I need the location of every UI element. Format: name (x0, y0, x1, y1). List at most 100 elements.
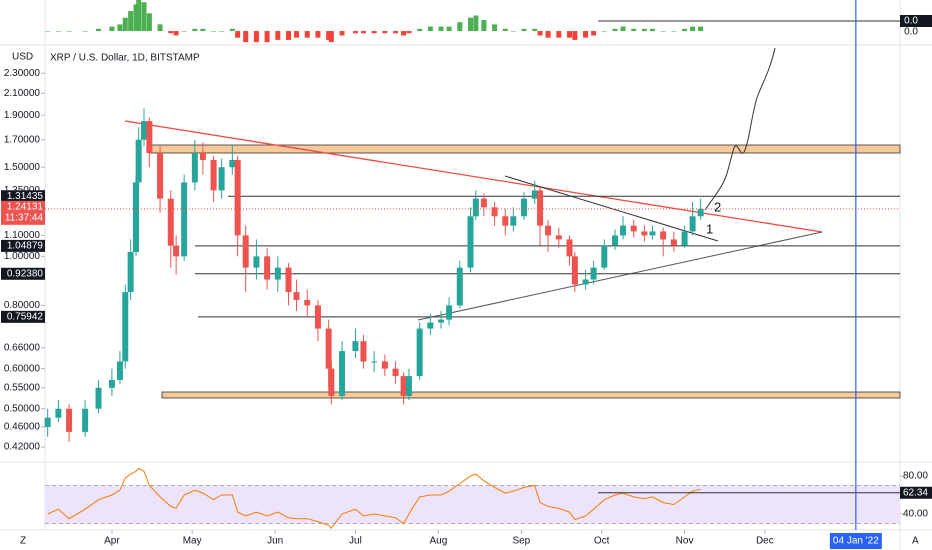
macd-bar (128, 11, 134, 32)
candle-body (521, 198, 528, 217)
macd-bar (360, 31, 366, 34)
macd-label: 0.0 (904, 16, 918, 27)
x-tick-label: May (183, 536, 202, 547)
macd-bar (481, 19, 487, 32)
candle-body (181, 182, 188, 257)
macd-bar (45, 31, 51, 32)
candle-body (405, 376, 412, 396)
macd-bar (211, 31, 217, 32)
candle-body (314, 305, 321, 329)
y-tick-label: 1.10000 (4, 230, 41, 241)
macd-bar (406, 31, 412, 34)
macd-bar (620, 26, 626, 32)
x-tick-label: Jul (349, 536, 362, 547)
macd-bar (502, 28, 508, 32)
macd-bar (229, 28, 235, 32)
macd-bar (446, 26, 452, 32)
macd-bar (671, 31, 677, 32)
y-tick-label: 2.30000 (4, 68, 41, 79)
macd-bar (66, 31, 72, 32)
candle-body (491, 207, 498, 217)
y-tick-label: 0.66000 (4, 342, 41, 353)
candle-body (472, 198, 479, 217)
x-tick-label: Dec (756, 536, 774, 547)
toolbar-button[interactable]: Z (20, 536, 26, 547)
toolbar-button[interactable]: A (912, 536, 919, 547)
macd-bar (286, 31, 292, 40)
candle-body (438, 319, 445, 323)
candle-body (352, 341, 359, 352)
macd-bar (532, 28, 538, 32)
macd-bar (352, 31, 358, 34)
macd-bar (556, 31, 562, 38)
candle-body (371, 361, 378, 363)
macd-bar (467, 17, 473, 32)
candle-body (456, 267, 463, 306)
level-label: 1.31435 (7, 191, 44, 202)
projection-path (704, 47, 776, 211)
candle-body (392, 368, 399, 377)
candle-body (44, 417, 51, 428)
candle-body (571, 256, 578, 285)
candle-body (274, 267, 281, 280)
x-tick-label: Apr (104, 536, 120, 547)
candle-body (167, 198, 174, 246)
cursor-date-box (829, 533, 882, 549)
macd-label: 0.0 (904, 27, 918, 38)
macd-bar (82, 31, 88, 32)
macd-bar (545, 31, 551, 38)
candle-body (264, 256, 271, 280)
candle-body (191, 153, 198, 183)
candle-body (339, 351, 346, 396)
y-tick-label: 2.10000 (4, 88, 41, 99)
candle-body (620, 225, 627, 236)
candle-body (285, 267, 292, 293)
macd-bar (117, 24, 123, 32)
macd-bar (122, 17, 128, 32)
macd-bar (141, 2, 147, 32)
macd-bar (521, 28, 527, 32)
last-price-label: 1.24131 (7, 201, 44, 212)
macd-bar (326, 31, 332, 40)
annotation: 1 (706, 221, 713, 236)
y-tick-label: 0.46000 (4, 422, 41, 433)
candle-body (545, 225, 552, 236)
macd-bar (698, 26, 704, 32)
candle-body (649, 231, 656, 236)
macd-bar (417, 28, 423, 32)
macd-bar (601, 31, 607, 32)
last-price-box (1, 200, 45, 225)
candle-body (670, 239, 677, 246)
rsi-tick-label: 40.00 (903, 509, 928, 520)
candle-body (141, 121, 148, 140)
macd-bar (393, 31, 399, 34)
macd-bar (427, 26, 433, 32)
macd-bar (173, 31, 179, 36)
x-tick-label: Nov (676, 536, 694, 547)
candle-body (582, 279, 589, 285)
candle-body (127, 252, 134, 293)
macd-bar (253, 31, 259, 43)
candle-body (66, 408, 73, 432)
candle-body (108, 379, 115, 388)
macd-label-box (900, 15, 932, 27)
candle-body (234, 160, 241, 236)
rsi-level-label: 62.34 (903, 487, 928, 498)
macd-bar (243, 31, 249, 43)
level-label: 0.75942 (7, 311, 44, 322)
candle-body (173, 245, 180, 257)
candle-body (697, 209, 704, 217)
candle-body (325, 328, 332, 369)
macd-bar (181, 31, 187, 32)
candle-body (157, 153, 164, 199)
candle-body (210, 160, 217, 191)
macd-bar (371, 31, 377, 34)
candle-body (612, 235, 618, 246)
chart-title: XRP / U.S. Dollar, 1D, BITSTAMP (50, 53, 200, 64)
level-label-box (1, 239, 45, 252)
level-label: 0.92380 (7, 268, 44, 279)
macd-bar (339, 31, 345, 36)
y-tick-label: 0.55000 (4, 382, 41, 393)
level-label-box (1, 267, 45, 280)
